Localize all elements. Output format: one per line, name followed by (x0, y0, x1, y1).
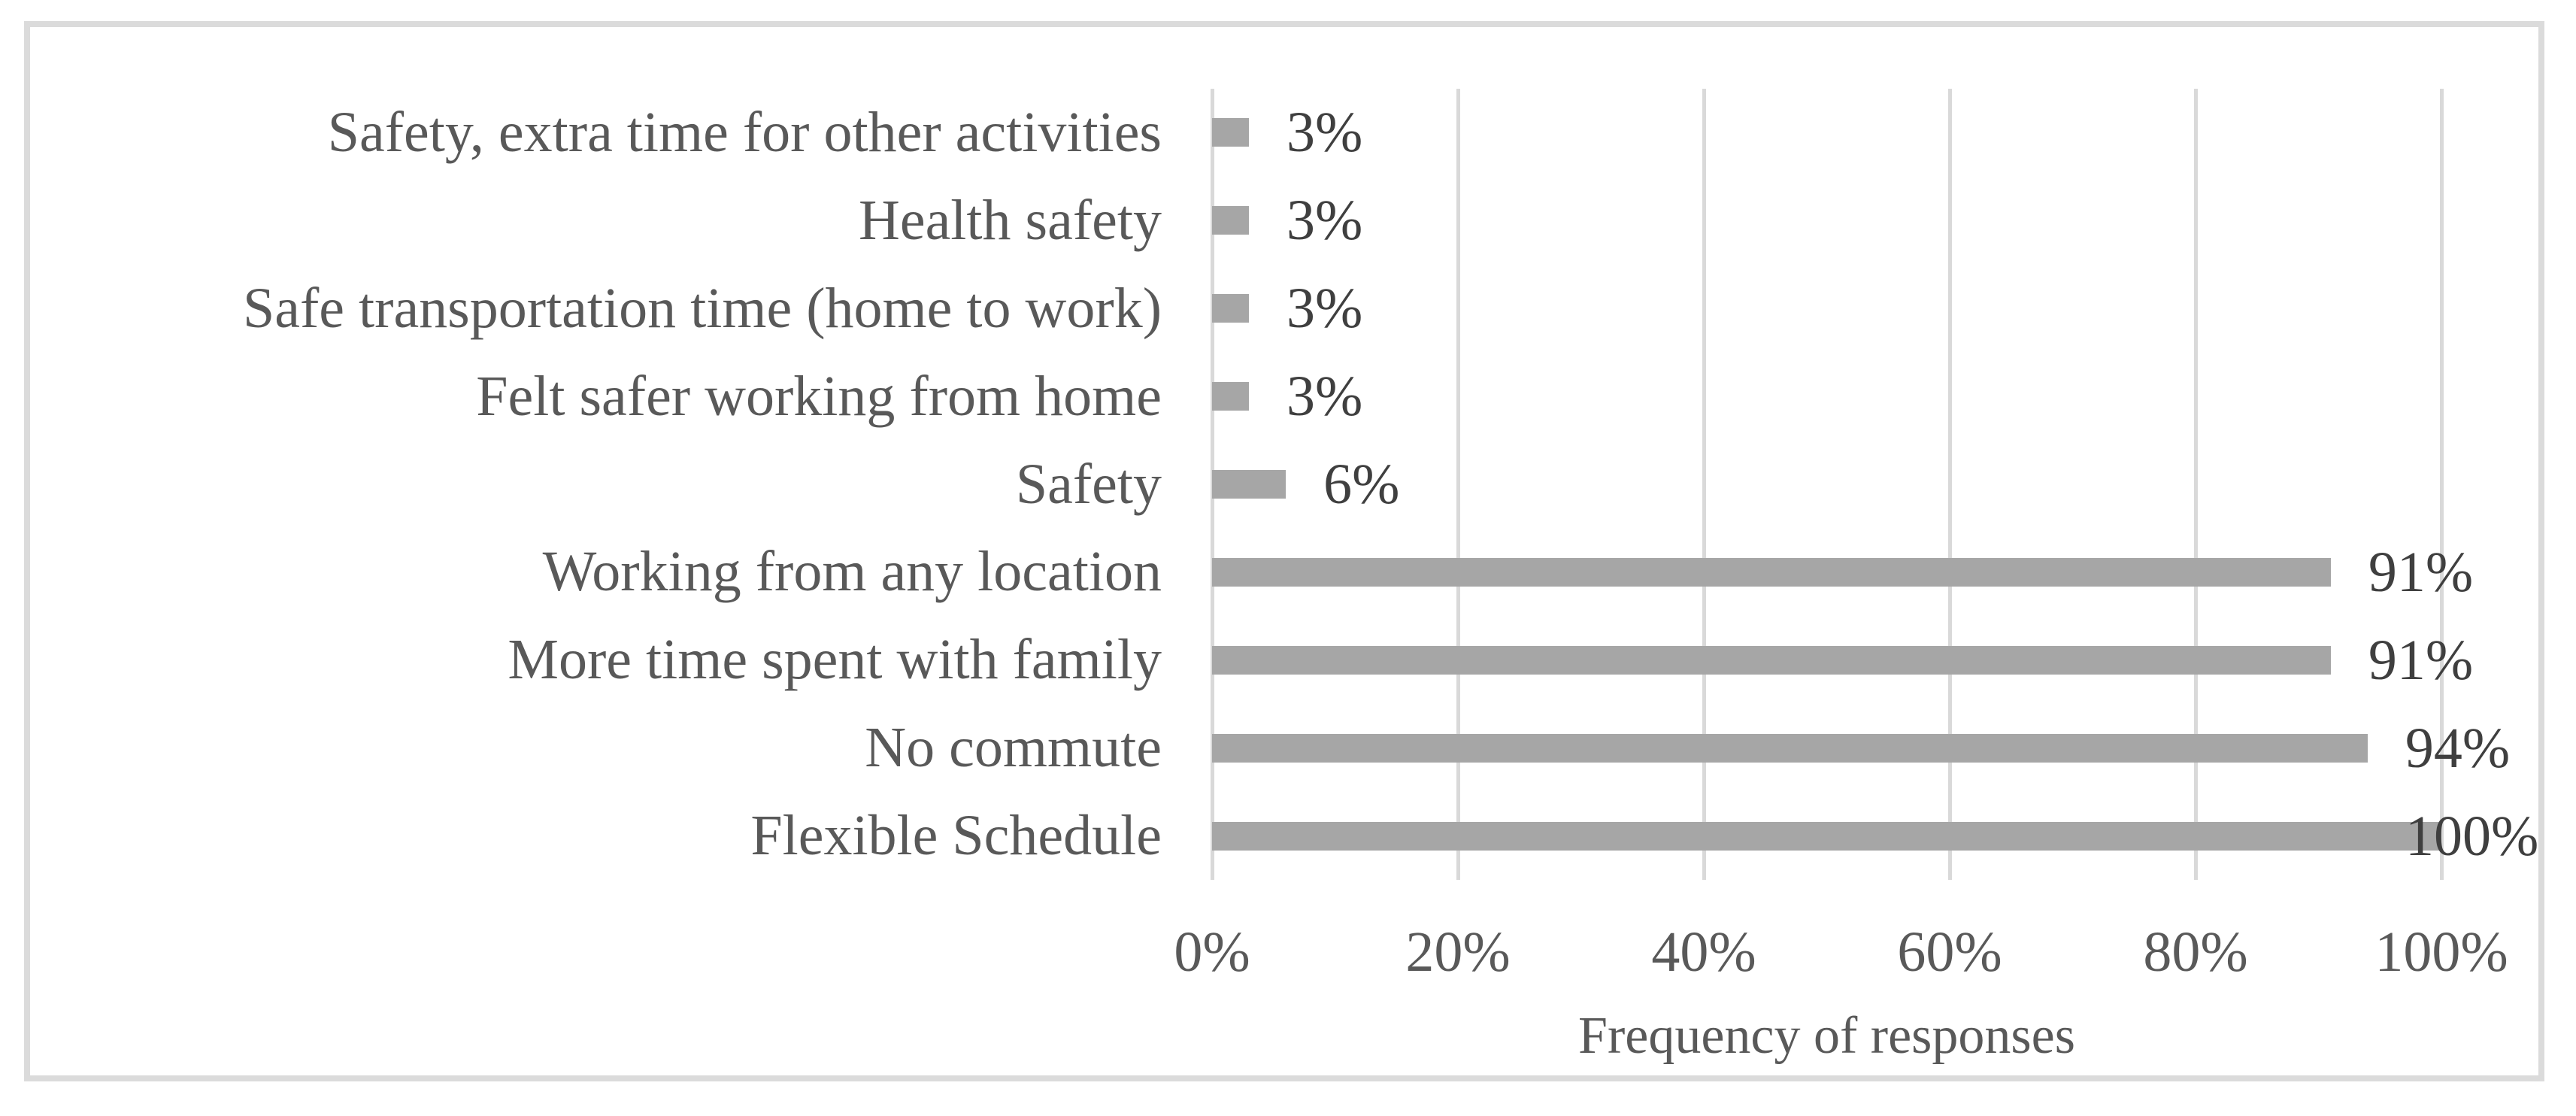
gridline (1456, 89, 1460, 880)
bar (1212, 557, 2331, 587)
category-label: Health safety (858, 188, 1162, 252)
value-label: 94% (2405, 716, 2511, 780)
gridline (1947, 89, 1952, 880)
bar (1212, 118, 1250, 147)
gridline (2439, 89, 2444, 880)
x-tick-label: 80% (2143, 920, 2248, 984)
bar (1212, 821, 2441, 851)
category-label: Felt safer working from home (476, 364, 1162, 428)
value-label: 6% (1323, 453, 1400, 516)
x-tick-label: 100% (2374, 920, 2508, 984)
category-label: No commute (865, 716, 1162, 780)
bar (1212, 470, 1286, 499)
x-tick-label: 60% (1897, 920, 2002, 984)
x-tick-label: 0% (1174, 920, 1250, 984)
x-axis-title: Frequency of responses (1578, 1007, 2075, 1065)
bar (1212, 645, 2331, 675)
category-label: Safety, extra time for other activities (327, 101, 1162, 164)
x-tick-label: 40% (1651, 920, 1756, 984)
value-label: 3% (1286, 101, 1363, 165)
value-label: 91% (2368, 540, 2474, 604)
value-label: 91% (2368, 628, 2474, 692)
bar (1212, 733, 2368, 763)
category-label: More time spent with family (508, 628, 1162, 692)
gridline (1702, 89, 1706, 880)
category-label: Flexible Schedule (750, 804, 1162, 868)
gridline (2193, 89, 2198, 880)
category-label: Safe transportation time (home to work) (242, 276, 1162, 340)
value-label: 100% (2405, 804, 2539, 868)
bar (1212, 382, 1250, 411)
category-label: Safety (1015, 452, 1162, 516)
bar (1212, 294, 1250, 323)
x-tick-label: 20% (1405, 920, 1511, 984)
value-label: 3% (1286, 365, 1363, 429)
value-label: 3% (1286, 189, 1363, 253)
chart-frame (24, 21, 2544, 1081)
bar (1212, 206, 1250, 235)
category-label: Working from any location (542, 540, 1162, 604)
value-label: 3% (1286, 277, 1363, 341)
